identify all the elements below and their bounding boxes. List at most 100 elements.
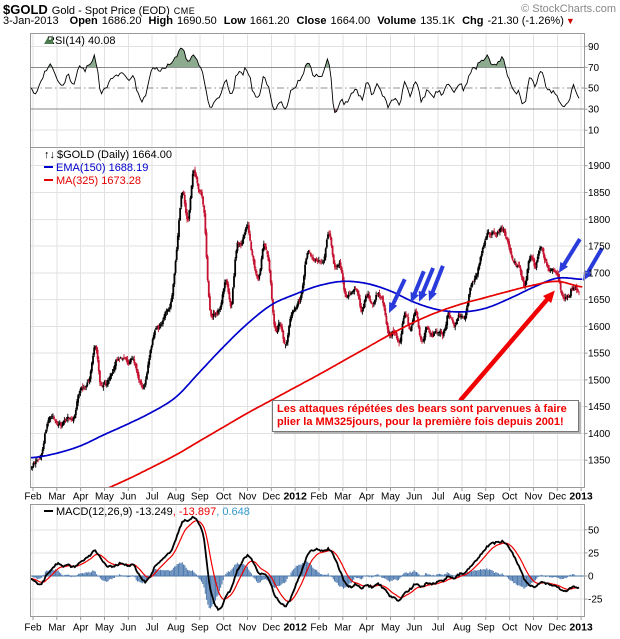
quote-row: 3-Jan-2013 Open 1686.20 High 1690.50 Low 1661.… bbox=[3, 15, 617, 27]
svg-text:70: 70 bbox=[588, 63, 600, 74]
svg-text:1750: 1750 bbox=[588, 242, 611, 253]
rsi-series bbox=[29, 47, 580, 114]
ohlc-fields: Open 1686.20 High 1690.50 Low 1661.20 Close 166… bbox=[63, 15, 564, 27]
main-legend: ↑↓ $GOLD (Daily) 1664.00 EMA(150) 1688.19… bbox=[44, 149, 172, 188]
svg-text:Feb: Feb bbox=[24, 492, 42, 503]
svg-text:2012: 2012 bbox=[283, 622, 307, 634]
svg-text:Oct: Oct bbox=[216, 623, 232, 634]
sharkfin-icon bbox=[44, 35, 53, 44]
svg-text:May: May bbox=[381, 492, 400, 503]
svg-text:May: May bbox=[95, 492, 114, 503]
svg-text:1600: 1600 bbox=[588, 322, 611, 333]
svg-text:0: 0 bbox=[588, 572, 594, 583]
svg-text:2013: 2013 bbox=[569, 491, 593, 503]
change-down-triangle-icon: ▼ bbox=[565, 16, 575, 26]
svg-text:Mar: Mar bbox=[48, 492, 66, 503]
svg-text:Sep: Sep bbox=[191, 623, 209, 634]
svg-text:-25: -25 bbox=[588, 595, 603, 606]
svg-text:Sep: Sep bbox=[477, 623, 495, 634]
ema-legend-label: EMA(150) 1688.19 bbox=[56, 162, 149, 174]
field-value: 1661.20 bbox=[249, 15, 290, 27]
field-label: Low bbox=[223, 15, 246, 27]
symbol: $GOLD bbox=[3, 2, 48, 17]
svg-text:Jun: Jun bbox=[120, 492, 136, 503]
svg-text:Aug: Aug bbox=[453, 492, 471, 503]
macd-legend-label: MACD(12,26,9) -13.249 bbox=[56, 506, 173, 518]
annotation-box: Les attaques répétées des bears sont par… bbox=[272, 400, 579, 432]
field-value: 1686.20 bbox=[101, 15, 142, 27]
field-value: 1664.00 bbox=[330, 15, 371, 27]
ema-legend-row: EMA(150) 1688.19 bbox=[44, 162, 172, 175]
macd-signal-value: , -13.897 bbox=[172, 506, 217, 518]
svg-text:50: 50 bbox=[588, 525, 600, 536]
svg-text:Aug: Aug bbox=[167, 623, 185, 634]
svg-text:Jul: Jul bbox=[432, 492, 445, 503]
updown-arrows-icon: ↑↓ bbox=[44, 149, 55, 161]
svg-text:50: 50 bbox=[588, 84, 600, 95]
svg-text:Apr: Apr bbox=[73, 623, 89, 634]
field-label: Open bbox=[69, 15, 98, 27]
svg-text:Aug: Aug bbox=[167, 492, 185, 503]
field-value: 135.1K bbox=[420, 15, 456, 27]
svg-text:1400: 1400 bbox=[588, 429, 611, 440]
rsi-legend: RSI(14) 40.08 bbox=[44, 35, 115, 48]
field-label: Close bbox=[296, 15, 327, 27]
svg-text:Sep: Sep bbox=[477, 492, 495, 503]
svg-text:Apr: Apr bbox=[359, 492, 375, 503]
svg-text:Apr: Apr bbox=[73, 492, 89, 503]
svg-text:May: May bbox=[95, 623, 114, 634]
svg-text:90: 90 bbox=[588, 42, 600, 53]
svg-text:1550: 1550 bbox=[588, 349, 611, 360]
svg-text:25: 25 bbox=[588, 548, 600, 559]
annotation-arrows bbox=[389, 238, 604, 403]
copyright: © StockCharts.com bbox=[521, 3, 616, 15]
price-series bbox=[30, 166, 583, 488]
svg-text:2012: 2012 bbox=[283, 491, 307, 503]
svg-text:Jul: Jul bbox=[146, 623, 159, 634]
macd-legend: MACD(12,26,9) -13.249, -13.897, 0.648 bbox=[44, 506, 250, 519]
svg-text:Mar: Mar bbox=[334, 623, 352, 634]
panel-borders bbox=[30, 33, 585, 617]
ma-swatch bbox=[44, 179, 53, 181]
svg-text:Mar: Mar bbox=[48, 623, 66, 634]
svg-text:1700: 1700 bbox=[588, 268, 611, 279]
svg-text:Jul: Jul bbox=[146, 492, 159, 503]
svg-text:Nov: Nov bbox=[525, 623, 543, 634]
svg-text:Nov: Nov bbox=[239, 623, 257, 634]
svg-text:Nov: Nov bbox=[239, 492, 257, 503]
svg-text:Oct: Oct bbox=[502, 492, 518, 503]
svg-text:Jul: Jul bbox=[432, 623, 445, 634]
svg-text:1800: 1800 bbox=[588, 215, 611, 226]
chart-title: Gold - Spot Price (EOD) bbox=[51, 5, 170, 17]
svg-text:Aug: Aug bbox=[453, 623, 471, 634]
macd-hist-value: , 0.648 bbox=[216, 506, 250, 518]
svg-text:30: 30 bbox=[588, 105, 600, 116]
quote-date: 3-Jan-2013 bbox=[3, 15, 59, 27]
gridlines bbox=[30, 34, 585, 616]
svg-text:Feb: Feb bbox=[24, 623, 42, 634]
field-label: Volume bbox=[377, 15, 417, 27]
ema-swatch bbox=[44, 166, 53, 168]
svg-text:Jun: Jun bbox=[120, 623, 136, 634]
svg-text:Dec: Dec bbox=[262, 623, 280, 634]
ma-legend-label: MA(325) 1673.28 bbox=[56, 175, 141, 187]
field-value: -21.30 (-1.26%) bbox=[487, 15, 564, 27]
svg-text:1350: 1350 bbox=[588, 456, 611, 467]
svg-text:Apr: Apr bbox=[359, 623, 375, 634]
chart-header: $GOLD Gold - Spot Price (EOD) CME © StockC… bbox=[3, 1, 617, 17]
field-value: 1690.50 bbox=[177, 15, 217, 27]
svg-text:Dec: Dec bbox=[548, 492, 566, 503]
svg-text:1900: 1900 bbox=[588, 161, 611, 172]
svg-text:Sep: Sep bbox=[191, 492, 209, 503]
svg-text:2013: 2013 bbox=[569, 622, 593, 634]
svg-text:1850: 1850 bbox=[588, 188, 611, 199]
svg-text:May: May bbox=[381, 623, 400, 634]
svg-text:1450: 1450 bbox=[588, 402, 611, 413]
symbol-legend-label: $GOLD (Daily) 1664.00 bbox=[57, 149, 172, 161]
macd-series bbox=[30, 515, 585, 612]
ma-legend-row: MA(325) 1673.28 bbox=[44, 175, 172, 188]
svg-text:Oct: Oct bbox=[216, 492, 232, 503]
svg-text:Oct: Oct bbox=[502, 623, 518, 634]
